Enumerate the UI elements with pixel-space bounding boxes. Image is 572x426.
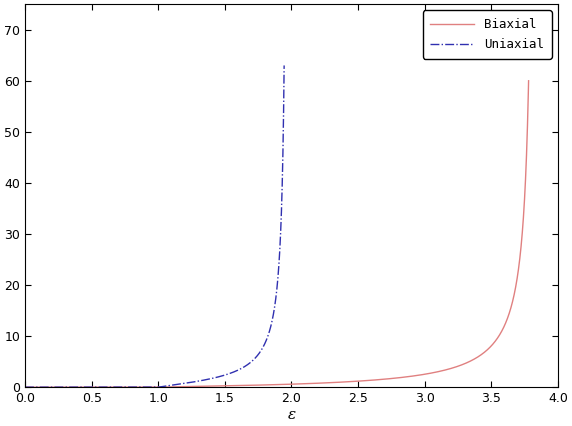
Line: Biaxial: Biaxial xyxy=(25,81,529,387)
Biaxial xyxy=(525,78,532,83)
Uniaxial xyxy=(215,374,222,380)
Biaxial xyxy=(229,383,236,388)
X-axis label: ε: ε xyxy=(287,408,296,422)
Uniaxial xyxy=(281,63,288,68)
Uniaxial xyxy=(180,381,186,386)
Uniaxial xyxy=(22,385,29,390)
Biaxial xyxy=(333,380,340,385)
Biaxial xyxy=(22,385,29,390)
Biaxial xyxy=(302,381,309,386)
Uniaxial xyxy=(197,378,204,383)
Biaxial xyxy=(509,302,515,307)
Uniaxial xyxy=(275,269,282,274)
Uniaxial xyxy=(205,377,212,382)
Uniaxial xyxy=(231,369,238,374)
Line: Uniaxial: Uniaxial xyxy=(25,66,284,387)
Legend: Biaxial, Uniaxial: Biaxial, Uniaxial xyxy=(423,10,551,59)
Biaxial xyxy=(277,382,284,387)
Biaxial xyxy=(379,377,386,382)
